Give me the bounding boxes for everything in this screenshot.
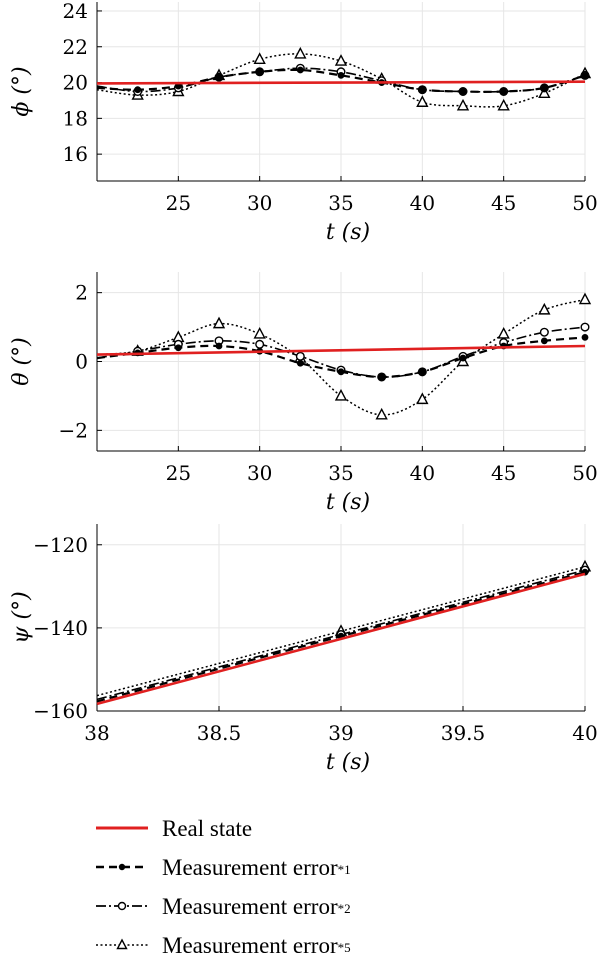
x-tick-label: 45 [491, 191, 516, 215]
y-axis-label: θ (°) [9, 337, 34, 385]
legend-e1-label: Measurement error*1 [162, 855, 351, 880]
point-e5 [212, 316, 226, 329]
point-e1 [581, 71, 589, 79]
point-e5 [294, 46, 307, 59]
legend-e1-text: Measurement error [162, 855, 338, 880]
y-tick-label: 18 [63, 106, 88, 130]
point-e5 [497, 98, 510, 111]
legend-e1-factor: *1 [338, 862, 351, 877]
y-tick-label: −120 [33, 533, 88, 557]
point-e5 [538, 86, 551, 98]
y-tick-label: 16 [63, 142, 88, 166]
point-e1 [378, 373, 386, 381]
y-tick-label: 0 [75, 350, 88, 374]
legend-e5-label: Measurement error*5 [162, 933, 351, 958]
legend-e5-swatch [96, 938, 148, 950]
y-tick-label: −160 [33, 699, 88, 723]
y-tick-label: 20 [63, 71, 88, 95]
x-tick-label: 40 [410, 191, 435, 215]
point-e1 [215, 73, 223, 81]
x-tick-label: 40 [410, 461, 435, 485]
legend-e2-factor: *2 [338, 901, 351, 916]
legend-real-label: Real state [162, 816, 252, 841]
x-tick-label: 39 [328, 721, 353, 745]
x-tick-label: 50 [572, 461, 597, 485]
point-e5 [578, 292, 592, 305]
panel-1: 25 30 35 40 45 50 16 18 20 22 24 t (s) ϕ (°) [9, 0, 598, 245]
legend: Real state Measurement error*1 Measureme… [96, 816, 351, 958]
point-e1 [256, 68, 264, 76]
y-tick-label: −2 [59, 418, 88, 442]
legend-e1-swatch [96, 863, 148, 871]
y-tick-label: 2 [75, 281, 88, 305]
point-e1 [134, 86, 142, 94]
point-e1 [215, 342, 223, 350]
y-tick-label: 24 [63, 0, 88, 23]
point-e5 [253, 326, 266, 339]
point-e5 [456, 98, 470, 111]
x-tick-label: 50 [572, 191, 597, 215]
x-tick-label: 25 [166, 461, 191, 485]
point-e2 [295, 351, 305, 361]
x-axis-label: t (s) [326, 750, 370, 775]
y-tick-label: −140 [33, 616, 88, 640]
x-tick-label: 25 [166, 191, 191, 215]
point-e2 [580, 322, 590, 332]
x-tick-label: 40 [572, 721, 597, 745]
panel-3: 38 38.5 39 39.5 40 −160 −140 −120 t (s) ψ (°) [9, 524, 598, 775]
x-tick-label: 30 [247, 461, 272, 485]
point-e1 [337, 71, 345, 79]
point-e1 [540, 84, 548, 92]
point-e5 [334, 388, 348, 401]
point-e1 [459, 354, 467, 362]
x-tick-label: 45 [491, 461, 516, 485]
point-e1 [337, 368, 345, 376]
point-e1 [581, 334, 589, 341]
point-e5 [253, 52, 266, 64]
x-tick-label: 38 [84, 721, 109, 745]
x-tick-label: 35 [328, 461, 353, 485]
legend-e2-swatch [96, 901, 148, 911]
point-e5 [416, 95, 429, 107]
y-tick-label: 22 [63, 35, 88, 59]
point-e5 [375, 407, 388, 420]
series-line-real [96, 572, 586, 706]
point-e2 [255, 339, 265, 349]
point-e1 [174, 82, 182, 90]
point-e1 [418, 86, 426, 94]
point-e1 [174, 344, 182, 352]
x-tick-label: 39.5 [441, 721, 486, 745]
point-e1 [296, 359, 304, 367]
point-e5 [416, 392, 429, 405]
point-e5 [334, 54, 348, 66]
point-e2 [539, 327, 549, 337]
x-axis-label: t (s) [326, 220, 370, 245]
legend-e5-factor: *5 [338, 940, 351, 955]
series-line-real [96, 80, 586, 85]
panel-2: 25 30 35 40 45 50 −2 0 2 t (s) θ (°) [9, 272, 598, 515]
legend-e2-text: Measurement error [162, 894, 338, 919]
point-e1 [540, 337, 548, 345]
point-e1 [296, 66, 304, 74]
y-axis-label: ψ (°) [9, 591, 34, 643]
series-line-real [96, 344, 586, 356]
point-e1 [500, 88, 508, 95]
point-e1 [418, 368, 426, 376]
x-axis-label: t (s) [326, 490, 370, 515]
legend-e5-text: Measurement error [162, 933, 338, 958]
point-e5 [538, 302, 551, 315]
x-tick-label: 30 [247, 191, 272, 215]
legend-e2-label: Measurement error*2 [162, 894, 351, 919]
x-tick-label: 35 [328, 191, 353, 215]
point-e1 [459, 88, 467, 95]
x-tick-label: 38.5 [197, 721, 242, 745]
point-e5 [497, 326, 510, 339]
y-axis-label: ϕ (°) [9, 66, 34, 116]
